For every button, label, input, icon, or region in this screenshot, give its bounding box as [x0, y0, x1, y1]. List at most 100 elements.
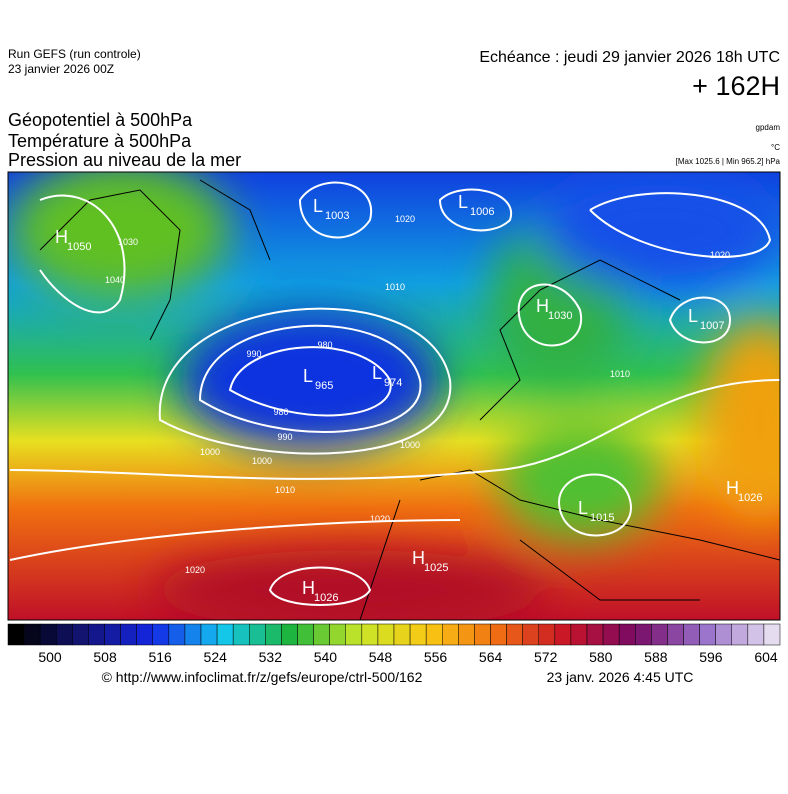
- colorbar-label: 588: [644, 649, 668, 665]
- isobar-label: 1000: [400, 440, 420, 450]
- title: Température à 500hPa: [8, 131, 192, 151]
- isobar-label: 1000: [200, 447, 220, 457]
- colorbar-cell: [168, 623, 186, 646]
- colorbar-cell: [699, 623, 716, 646]
- isobar-label: 1030: [118, 237, 138, 247]
- colorbar-cell: [361, 623, 379, 646]
- isobar-label: 1010: [275, 485, 295, 495]
- colorbar-cell: [265, 623, 282, 646]
- center-letter: L: [578, 498, 588, 518]
- center-letter: H: [302, 578, 315, 598]
- center-letter: L: [313, 196, 323, 216]
- colorbar-label: 572: [534, 649, 558, 665]
- colorbar-cell: [602, 623, 620, 646]
- colorbar-cell: [522, 623, 540, 646]
- colorbar-cell: [313, 623, 330, 646]
- unit: °C: [771, 143, 780, 152]
- colorbar-cell: [152, 623, 170, 646]
- colorbar-cell: [345, 623, 363, 646]
- center-letter: H: [412, 548, 425, 568]
- colorbar-label: 540: [314, 649, 338, 665]
- colorbar-label: 516: [148, 649, 172, 665]
- colorbar-cell: [216, 623, 234, 646]
- colorbar-cell: [554, 623, 572, 646]
- colorbar-cell: [651, 623, 668, 646]
- colorbar-label: 548: [369, 649, 393, 665]
- center-letter: H: [726, 478, 739, 498]
- title: Pression au niveau de la mer: [8, 150, 241, 170]
- colorbar-cell: [474, 623, 491, 646]
- center-letter: L: [688, 306, 698, 326]
- colorbar-cell: [715, 623, 733, 646]
- colorbar-label: 532: [259, 649, 283, 665]
- colorbar-cell: [88, 623, 105, 646]
- map: [8, 172, 780, 620]
- colorbar-cell: [377, 623, 395, 646]
- center-letter: L: [303, 366, 313, 386]
- colorbar-cell: [763, 623, 781, 646]
- isobar-label: 1010: [385, 282, 405, 292]
- colorbar-cell: [39, 623, 57, 646]
- center-letter: L: [372, 363, 382, 383]
- colorbar-label: 556: [424, 649, 448, 665]
- center-value: 1015: [590, 512, 614, 524]
- colorbar-cell: [232, 623, 250, 646]
- colorbar-cell: [184, 623, 202, 646]
- isobar-label: 1020: [185, 565, 205, 575]
- center-value: 965: [315, 380, 333, 392]
- center-value: 1007: [700, 320, 724, 332]
- unit: gpdam: [756, 123, 781, 132]
- center-letter: H: [55, 227, 68, 247]
- colorbar-cell: [506, 623, 523, 646]
- colorbar-cell: [136, 623, 154, 646]
- center-value: 1026: [314, 592, 338, 604]
- isobar-label: 1000: [252, 456, 272, 466]
- colorbar-label: 564: [479, 649, 503, 665]
- colorbar-cell: [731, 623, 749, 646]
- isobar-label: 1020: [370, 514, 390, 524]
- center-value: 1003: [325, 210, 349, 222]
- center-value: 974: [384, 377, 402, 389]
- title: Géopotentiel à 500hPa: [8, 110, 193, 130]
- isobar-label: 1020: [710, 250, 730, 260]
- colorbar-cell: [747, 623, 765, 646]
- colorbar-cell: [570, 623, 588, 646]
- center-value: 1026: [738, 492, 762, 504]
- colorbar-cell: [586, 623, 604, 646]
- colorbar-label: 596: [699, 649, 723, 665]
- isobar-label: 980: [273, 407, 288, 417]
- colorbar-cell: [120, 623, 137, 646]
- colorbar-label: 500: [38, 649, 62, 665]
- colorbar-label: 524: [204, 649, 228, 665]
- lead-time: + 162H: [692, 71, 780, 101]
- run-date: 23 janvier 2026 00Z: [8, 62, 114, 76]
- center-value: 1050: [67, 241, 91, 253]
- isobar-label: 990: [246, 349, 261, 359]
- source-url: © http://www.infoclimat.fr/z/gefs/europe…: [102, 669, 423, 685]
- colorbar-cell: [23, 623, 41, 646]
- colorbar-cell: [281, 623, 298, 646]
- colorbar-cell: [393, 623, 411, 646]
- colorbar-cell: [72, 623, 89, 646]
- colorbar-cell: [442, 623, 459, 646]
- echeance: Echéance : jeudi 29 janvier 2026 18h UTC: [479, 49, 780, 66]
- colorbar-cell: [7, 623, 25, 646]
- run: Run GEFS (run controle): [8, 47, 141, 61]
- colorbar-cell: [409, 623, 427, 646]
- colorbar-cell: [56, 623, 73, 646]
- colorbar-cell: [425, 623, 443, 646]
- colorbar-label: 508: [93, 649, 117, 665]
- colorbar-cell: [538, 623, 556, 646]
- colorbar-cell: [104, 623, 121, 646]
- colorbar-cell: [329, 623, 346, 646]
- colorbar: 500 508 516 524 532 540 548 556 564 572 580 588 596 6…: [7, 623, 781, 665]
- isobar-label: 990: [277, 432, 292, 442]
- colorbar-cell: [249, 623, 266, 646]
- colorbar-cell: [458, 623, 475, 646]
- isobar-label: 1020: [395, 214, 415, 224]
- isobar-label: 980: [317, 340, 332, 350]
- center-letter: L: [458, 192, 468, 212]
- center-value: 1006: [470, 206, 494, 218]
- colorbar-cell: [200, 623, 218, 646]
